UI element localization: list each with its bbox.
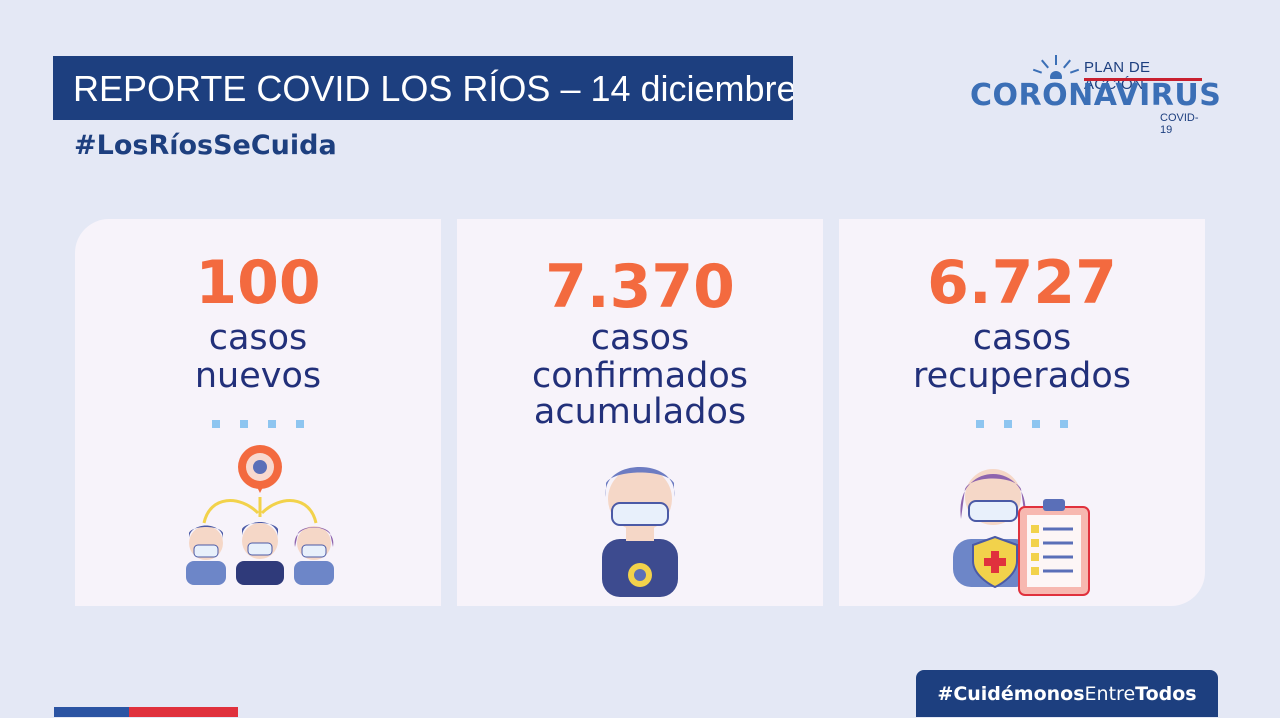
confirmed-cases-label-3: acumulados <box>533 392 747 432</box>
contagion-spread-icon <box>186 445 334 585</box>
recovered-person-clipboard-icon <box>953 469 1090 596</box>
logo-red-line <box>1084 78 1202 81</box>
hashtag-cuidemonos: #CuidémonosEntreTodos <box>916 670 1218 717</box>
recovered-cases-number: 6.727 <box>927 248 1117 318</box>
recovered-cases-label-1: casos <box>972 318 1072 358</box>
logo-coronavirus-text: CORONAVIRUS <box>970 78 1222 113</box>
confirmed-cases-label-2: confirmados <box>531 356 749 396</box>
sunburst-icon <box>1032 55 1080 79</box>
logo-covid-text: COVID-19 <box>1160 112 1199 136</box>
new-cases-number: 100 <box>195 248 321 318</box>
new-cases-label-1: casos <box>208 318 308 358</box>
confirmed-cases-number: 7.370 <box>545 252 735 322</box>
hashtag-los-rios: #LosRíosSeCuida <box>74 130 337 161</box>
report-title: REPORTE COVID LOS RÍOS – 14 diciembre <box>53 56 793 120</box>
card-new-cases: 100 casos nuevos <box>75 219 441 606</box>
chile-flag-stripe <box>54 707 238 717</box>
new-cases-label-2: nuevos <box>194 356 322 396</box>
card-confirmed-cases: 7.370 casos confirmados acumulados <box>457 219 823 606</box>
dots-divider <box>75 413 441 432</box>
recovered-cases-label-2: recuperados <box>912 356 1132 396</box>
dots-divider <box>839 413 1205 432</box>
masked-person-icon <box>602 467 678 597</box>
confirmed-cases-label-1: casos <box>590 318 690 358</box>
card-recovered-cases: 6.727 casos recuperados <box>839 219 1205 606</box>
plan-coronavirus-logo: PLAN DE ACCIÓN CORONAVIRUS COVID-19 <box>960 50 1221 136</box>
